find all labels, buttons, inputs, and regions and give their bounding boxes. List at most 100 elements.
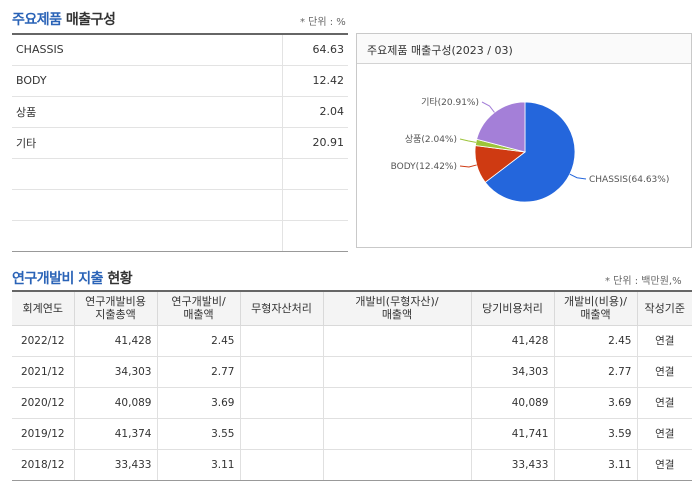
product-sales-table: CHASSIS 64.63 BODY 12.42 상품 2.04 기타 20.91 (12, 33, 348, 252)
rd-expense-table: 회계연도 연구개발비용 지출총액 연구개발비/매출액 무형자산처리 개발비(무형자산)/매… (12, 290, 692, 481)
table-row: 2020/12 40,089 3.69 40,089 3.69 연결 (12, 386, 692, 419)
product-share (282, 189, 348, 221)
table-cell: 2019/12 (12, 417, 75, 450)
table-cell (322, 448, 472, 481)
table-row: CHASSIS 64.63 (12, 33, 348, 66)
column-header: 연구개발비용 지출총액 (73, 290, 158, 326)
table-cell: 2020/12 (12, 386, 75, 419)
pie-leader-line (481, 101, 495, 113)
table-row: 2018/12 33,433 3.11 33,433 3.11 연결 (12, 448, 692, 481)
title-rest: 현황 (107, 271, 133, 287)
table-cell (322, 386, 472, 419)
pie-leader-line (569, 173, 587, 180)
table-cell: 40,089 (73, 386, 158, 419)
table-cell: 2.45 (553, 324, 638, 357)
product-share (282, 158, 348, 190)
column-header: 작성기준 (636, 290, 692, 326)
table-cell: 3.59 (553, 417, 638, 450)
table-cell: 연결 (636, 386, 692, 419)
table-cell: 2018/12 (12, 448, 75, 481)
column-header: 개발비(비용)/매출액 (553, 290, 638, 326)
table-cell: 33,433 (470, 448, 555, 481)
table-cell (239, 324, 324, 357)
table-cell: 2.45 (156, 324, 241, 357)
table-row: 상품 2.04 (12, 96, 348, 128)
pie-slice (476, 101, 526, 153)
product-share (282, 220, 348, 252)
column-header-line: 개발비(비용)/ (564, 295, 627, 309)
product-name (12, 158, 283, 190)
table-row (12, 220, 348, 252)
table-cell: 2.77 (156, 355, 241, 388)
table-cell (322, 324, 472, 357)
unit-label: * 단위 : % (300, 17, 346, 28)
product-name: CHASSIS (12, 33, 283, 66)
pie-slice-label: 상품(2.04%) (405, 134, 457, 145)
table-cell: 40,089 (470, 386, 555, 419)
table-cell: 34,303 (73, 355, 158, 388)
table-cell (239, 448, 324, 481)
pie-leader-line (459, 164, 477, 168)
column-header-line: 개발비(무형자산)/ (355, 295, 439, 309)
pie-slice-label: 기타(20.91%) (421, 97, 479, 108)
table-cell: 2022/12 (12, 324, 75, 357)
product-name: BODY (12, 65, 283, 97)
product-name: 기타 (12, 127, 283, 159)
table-row: 2019/12 41,374 3.55 41,741 3.59 연결 (12, 417, 692, 450)
table-cell: 41,428 (73, 324, 158, 357)
pie-slice (484, 101, 576, 203)
table-cell: 연결 (636, 417, 692, 450)
column-header: 연구개발비/매출액 (156, 290, 241, 326)
table-cell: 3.11 (156, 448, 241, 481)
table-cell: 3.55 (156, 417, 241, 450)
column-header-line: 매출액 (580, 308, 611, 322)
table-row: 2021/12 34,303 2.77 34,303 2.77 연결 (12, 355, 692, 388)
product-share: 2.04 (282, 96, 348, 128)
table-row: 기타 20.91 (12, 127, 348, 159)
table-cell (239, 386, 324, 419)
table-row: BODY 12.42 (12, 65, 348, 97)
table-cell: 3.69 (553, 386, 638, 419)
pie-slice-label: BODY(12.42%) (391, 162, 457, 172)
product-sales-title: 주요제품 매출구성 (12, 9, 116, 29)
table-cell: 41,374 (73, 417, 158, 450)
rd-expense-title: 연구개발비 지출 현황 (12, 268, 133, 288)
table-cell: 연결 (636, 355, 692, 388)
pie-chart-title: 주요제품 매출구성(2023 / 03) (357, 34, 691, 64)
title-highlight: 연구개발비 지출 (12, 271, 104, 287)
product-name (12, 189, 283, 221)
product-share: 12.42 (282, 65, 348, 97)
table-cell: 34,303 (470, 355, 555, 388)
product-share: 20.91 (282, 127, 348, 159)
table-cell: 3.11 (553, 448, 638, 481)
table-row (12, 189, 348, 221)
column-header-line: 연구개발비용 (85, 295, 146, 309)
column-header-line: 매출액 (183, 308, 214, 322)
product-name: 상품 (12, 96, 283, 128)
column-header: 당기비용처리 (470, 290, 555, 326)
column-header-line: 지출총액 (95, 308, 136, 322)
pie-chart: CHASSIS(64.63%) BODY(12.42%) 상품(2.04%) 기타(2… (391, 97, 669, 203)
column-header: 개발비(무형자산)/매출액 (322, 290, 472, 326)
pie-leader-line (459, 138, 477, 143)
table-cell: 2.77 (553, 355, 638, 388)
table-cell: 연결 (636, 448, 692, 481)
product-name (12, 220, 283, 252)
product-share: 64.63 (282, 33, 348, 66)
table-cell (322, 355, 472, 388)
table-cell: 3.69 (156, 386, 241, 419)
table-cell: 41,741 (470, 417, 555, 450)
column-header-line: 당기비용처리 (482, 301, 543, 315)
pie-slice-label: CHASSIS(64.63%) (589, 175, 669, 185)
table-cell: 2021/12 (12, 355, 75, 388)
column-header: 무형자산처리 (239, 290, 324, 326)
table-cell (239, 417, 324, 450)
column-header-line: 연구개발비/ (171, 295, 226, 309)
column-header-line: 무형자산처리 (251, 301, 312, 315)
title-highlight: 주요제품 (12, 12, 62, 28)
title-rest: 매출구성 (65, 12, 116, 28)
table-row: 2022/12 41,428 2.45 41,428 2.45 연결 (12, 324, 692, 357)
column-header-line: 작성기준 (644, 301, 685, 315)
column-header: 회계연도 (12, 290, 75, 326)
column-header-line: 회계연도 (22, 301, 63, 315)
